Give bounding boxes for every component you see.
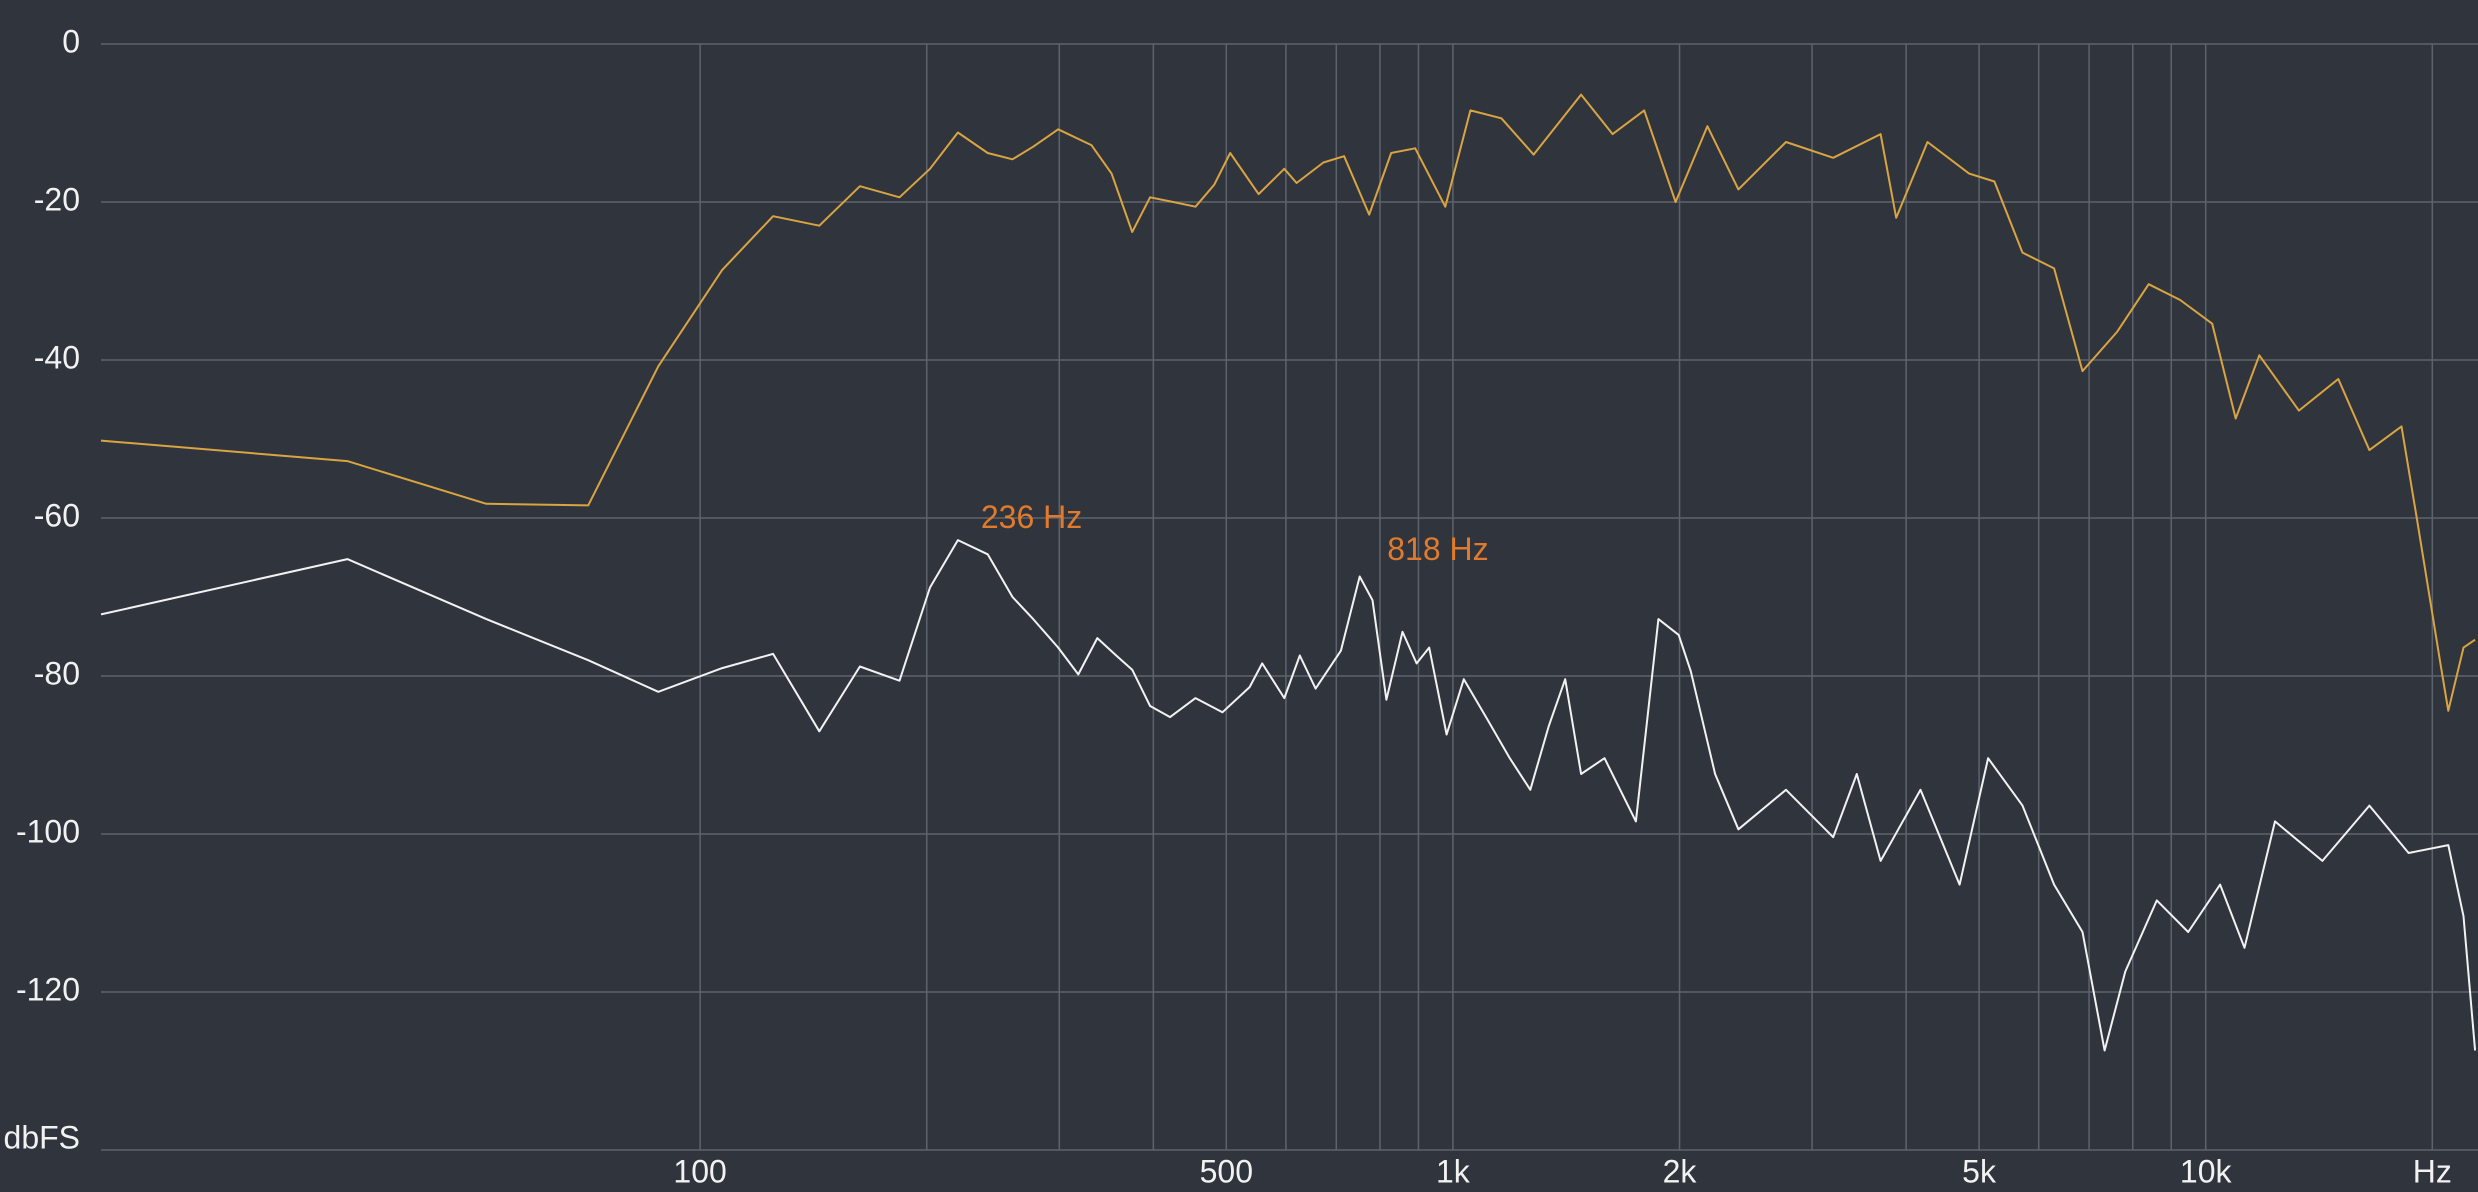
y-tick-label: 0 [62, 23, 80, 59]
y-tick-label: -120 [16, 971, 80, 1007]
spectrum-line [100, 539, 2477, 1052]
y-tick-label: -20 [34, 181, 80, 217]
peak-annotation: 236 Hz [981, 499, 1082, 535]
x-tick-label: 10k [2180, 1153, 2233, 1189]
x-tick-label: 2k [1663, 1153, 1698, 1189]
peak-annotation: 818 Hz [1387, 531, 1488, 567]
y-tick-label: dbFS [4, 1119, 80, 1155]
y-tick-label: -80 [34, 655, 80, 691]
y-tick-label: -100 [16, 813, 80, 849]
x-tick-label: 500 [1200, 1153, 1253, 1189]
x-tick-label: 100 [673, 1153, 726, 1189]
y-tick-label: -60 [34, 497, 80, 533]
x-tick-label: Hz [2413, 1153, 2452, 1189]
y-tick-label: -40 [34, 339, 80, 375]
x-tick-label: 1k [1436, 1153, 1471, 1189]
x-tick-label: 5k [1962, 1153, 1997, 1189]
spectrum-line [100, 93, 2476, 712]
